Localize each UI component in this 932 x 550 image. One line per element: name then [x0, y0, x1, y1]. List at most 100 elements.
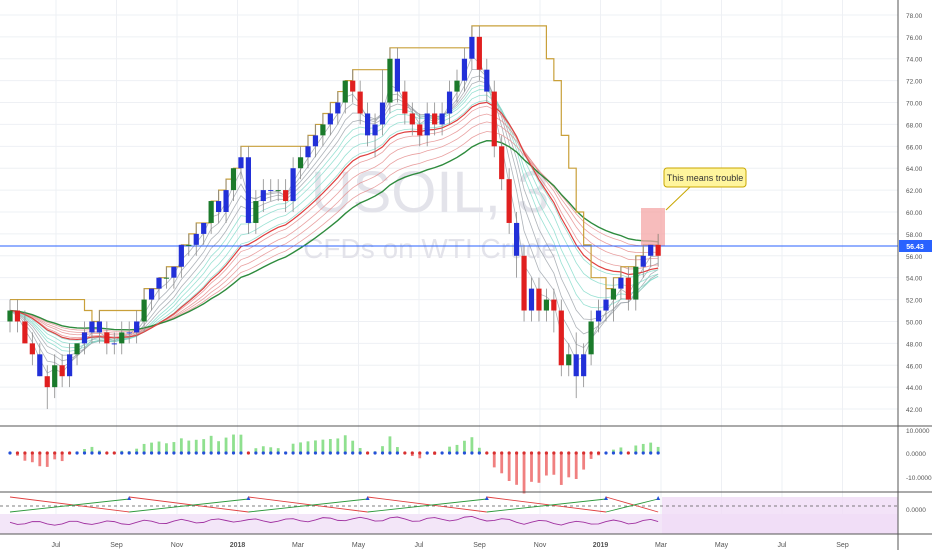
zero-dot	[649, 451, 653, 455]
candle-body	[573, 354, 579, 377]
histogram-bar	[530, 453, 533, 482]
histogram-bar	[150, 442, 153, 453]
histogram-bar	[567, 453, 571, 478]
price-tick-label: 42.00	[906, 407, 923, 414]
histogram-bar	[194, 439, 198, 453]
candle-body	[528, 288, 535, 311]
candle-body	[484, 69, 490, 92]
zero-dot	[321, 451, 325, 455]
ema-line	[9, 113, 659, 336]
zero-dot	[500, 451, 504, 455]
zero-dot	[15, 451, 20, 455]
candle-body	[588, 321, 594, 355]
candle-body	[59, 365, 65, 377]
last-price-badge-bg	[899, 240, 932, 252]
candle-body	[312, 135, 319, 147]
zero-dot	[23, 451, 27, 455]
zero-dot	[105, 451, 109, 455]
zero-dot	[97, 451, 101, 455]
candle-body	[372, 124, 378, 136]
red-slope-line	[248, 496, 368, 513]
histogram-bar	[634, 445, 638, 453]
zero-dot	[410, 451, 414, 455]
candle-body	[238, 157, 244, 169]
candle-body	[297, 157, 304, 169]
time-tick-label: May	[715, 542, 729, 549]
zero-dot	[112, 451, 116, 455]
last-price-badge: 56.43	[899, 240, 932, 252]
signal-marker	[656, 496, 661, 500]
zero-dot	[75, 451, 79, 455]
histogram-bar	[30, 453, 34, 463]
histogram-bar	[261, 446, 265, 453]
candle-body	[52, 365, 58, 388]
candle-body	[283, 190, 289, 202]
time-axis: Jul Sep Nov 2018 Mar May Jul Sep Nov 2019 Mar May Ju…	[52, 542, 849, 549]
histogram-bar	[157, 441, 161, 453]
step-line	[10, 25, 659, 323]
zero-dot	[418, 451, 422, 455]
zero-dot	[217, 451, 221, 455]
zero-dot	[284, 451, 288, 455]
price-tick-label: 66.00	[906, 144, 923, 151]
histogram-bar	[187, 440, 191, 453]
time-tick-label: Nov	[171, 542, 184, 549]
candle-body	[104, 332, 110, 344]
zero-dot	[53, 451, 57, 455]
price-tick-label: 60.00	[906, 210, 923, 217]
histogram-bar	[522, 453, 526, 494]
histogram-bar	[656, 446, 660, 453]
red-slope-line	[367, 496, 487, 513]
candle-body	[245, 157, 251, 223]
candle-body	[119, 332, 125, 344]
price-tick-label: 74.00	[906, 57, 923, 64]
candle-body	[260, 190, 266, 202]
annotation-text: This means trouble	[667, 173, 744, 183]
candle-body	[290, 168, 296, 202]
zero-dot	[529, 451, 534, 455]
histogram-bar	[448, 446, 451, 453]
histogram-bar	[388, 436, 392, 453]
histogram-bar	[612, 449, 615, 453]
candle-body	[96, 321, 102, 333]
zero-dot	[254, 451, 258, 455]
candle-body	[648, 244, 654, 256]
candle-body	[320, 124, 326, 136]
candle-body	[365, 113, 371, 136]
time-tick-label: Sep	[473, 542, 486, 549]
histogram-bar	[396, 447, 399, 453]
candle-body	[581, 354, 587, 377]
red-slope-line	[129, 496, 249, 513]
zero-dot	[172, 451, 176, 455]
signal-marker	[127, 496, 132, 500]
zero-dot	[440, 451, 444, 455]
histogram-bar	[135, 448, 139, 453]
zero-dot	[582, 451, 586, 455]
histogram-panel: 10.0000 0.0000 -10.0000	[8, 428, 932, 494]
candle-body	[566, 354, 572, 366]
green-slope-line	[605, 498, 659, 513]
price-tick-label: 78.00	[906, 13, 923, 20]
candle-body	[424, 113, 430, 136]
signal-marker	[604, 496, 608, 500]
candle-body	[379, 102, 386, 125]
zero-dot	[306, 451, 310, 455]
candle-body	[409, 113, 415, 125]
price-tick-label: 68.00	[906, 122, 923, 129]
histogram-bar	[463, 440, 466, 453]
histogram-bar	[53, 453, 57, 460]
candle-body	[640, 255, 646, 267]
candle-body	[461, 58, 468, 81]
zero-dot	[544, 451, 549, 455]
histogram-bar	[574, 453, 578, 479]
zero-dot	[366, 451, 370, 455]
price-axis: 78.00 76.00 74.00 72.00 70.00 68.00 66.00 64.00…	[906, 13, 923, 414]
histogram-bar	[381, 446, 384, 453]
candle-body	[193, 233, 199, 245]
candle-body	[186, 244, 192, 246]
candle-body	[208, 201, 214, 223]
histogram-bar	[507, 453, 511, 481]
zero-dot	[567, 451, 571, 455]
histogram-bar	[470, 437, 474, 453]
